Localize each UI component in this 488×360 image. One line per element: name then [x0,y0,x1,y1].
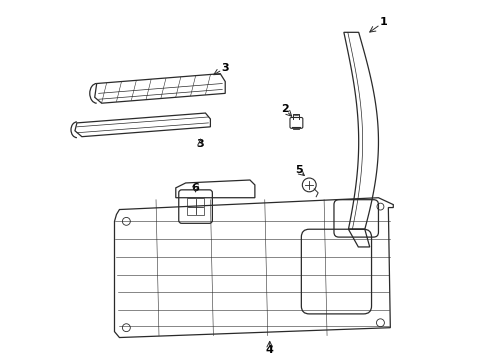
Text: 6: 6 [191,183,199,193]
Text: 2: 2 [280,104,288,114]
Text: 4: 4 [265,345,273,355]
Bar [186,198,204,215]
Text: 1: 1 [379,18,386,27]
Text: 3: 3 [221,63,228,73]
Text: 3: 3 [196,139,204,149]
Text: 5: 5 [295,165,303,175]
